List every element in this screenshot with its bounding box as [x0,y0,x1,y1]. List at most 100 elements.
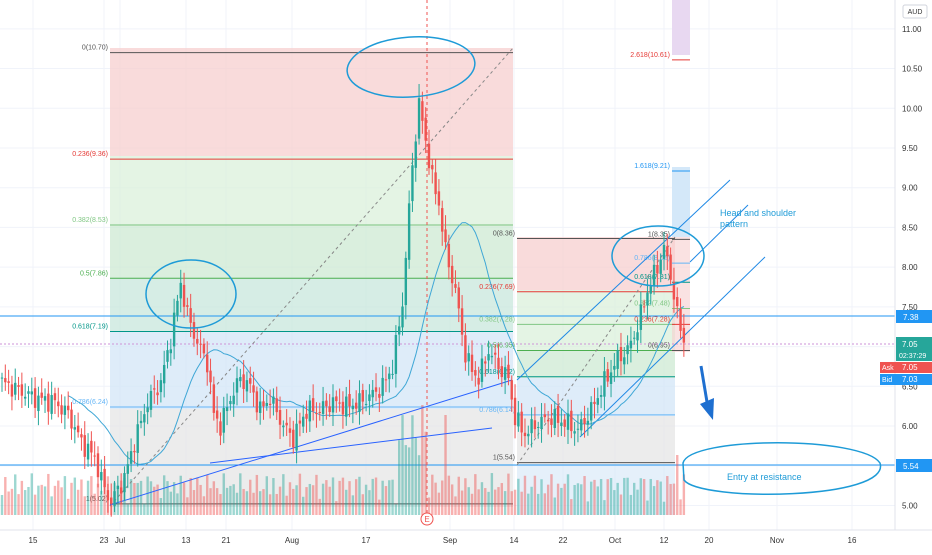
candle-body [268,403,272,406]
trend-lines [109,47,766,507]
fib2-zone-red [517,237,675,290]
candle-body [679,308,682,331]
volume-bar [14,474,17,515]
volume-bar [570,499,573,515]
candle-body [209,370,212,383]
y-tick-label: 6.50 [902,382,918,391]
volume-bar [543,493,547,515]
volume-bar [633,482,636,515]
volume-bar [553,497,556,515]
candle-body [341,401,345,415]
candle-body [676,297,679,307]
candle-body [444,229,447,243]
x-tick-label: Sep [443,536,458,545]
volume-bar [623,477,626,515]
volume-bar [242,488,245,515]
volume-bar [659,481,662,515]
volume-bar [126,504,129,515]
candle-body [477,377,480,385]
candle-body [219,421,222,436]
candle-body [116,485,120,490]
volume-bar [272,478,275,515]
volume-bar [503,491,507,515]
x-tick-label: 17 [362,536,371,545]
candle-body [391,373,394,375]
candle-body [609,372,613,384]
candle-body [434,172,437,195]
volume-bar [490,473,494,515]
candle-body [490,355,494,358]
fib2-level-label: 0.618(6.62) [479,369,515,376]
volume-bar [679,499,682,515]
volume-bar [225,487,229,515]
volume-bar [454,496,457,515]
candle-body [404,257,408,306]
price-axis[interactable]: AUD 11.0010.5010.009.509.008.508.007.507… [894,0,932,530]
volume-bar [37,485,40,515]
candle-body [484,361,487,364]
time-axis[interactable]: 15 23 Jul 13 21 Aug 17 Sep 14 22 Oct 12 20 Nov 16 [0,529,932,545]
volume-bar [40,484,43,515]
volume-bar [182,482,186,515]
candle-body [4,378,7,383]
volume-bar [530,486,533,515]
volume-bar [348,481,351,515]
volume-bar [345,489,348,515]
fib1-level-label: 1(5.02) [86,496,108,503]
volume-bar [288,482,292,515]
volume-bar [652,486,656,515]
fib-levels: 0(10.70) 0.236(9.36) 0.382(8.53) 0.5(7.86) 0… [72,45,690,505]
candle-body [232,395,235,405]
volume-bar [378,499,381,515]
entry-circle [682,442,881,495]
volume-bar [368,490,371,515]
volume-bar [255,474,259,515]
candle-body [629,340,633,349]
volume-bar [464,478,467,515]
volume-bar [589,481,593,515]
candle-body [556,405,560,423]
candle-body [110,497,113,504]
candle-body [537,426,540,428]
candle-body [27,391,30,394]
channel-mid [689,204,749,263]
x-tick-label: 14 [510,536,519,545]
volume-bar [371,478,374,515]
candle-body [470,354,474,372]
candle-body [328,406,331,413]
volume-bar [414,438,417,515]
fib1-level-label: 0.382(8.53) [72,217,108,224]
volume-bar [63,476,67,515]
fib2-zone-green [517,290,675,351]
tag-7-38: 7.38 [903,313,919,322]
candle-body [285,422,288,426]
volume-bar [421,405,424,515]
tag-5-54: 5.54 [903,462,919,471]
key-lines [0,0,895,515]
y-tick-label: 10.50 [902,65,923,74]
event-marker-label: E [424,515,429,524]
candle-body [533,420,537,430]
candle-body [672,281,676,300]
candle-body [666,246,669,257]
candle-body [146,407,149,413]
candle-body [335,396,338,402]
fib2-level-label: 0.786(6.14) [479,407,515,414]
volume-bar [629,494,633,515]
volume-bar [275,493,278,515]
volume-bar [556,483,560,515]
volume-bar [444,415,447,515]
volume-bar [222,473,225,515]
volume-bar [437,492,441,515]
candle-body [239,377,242,382]
volume-bar [209,488,212,515]
volume-bar [43,486,47,515]
y-tick-label: 11.00 [902,25,922,34]
volume-bar [67,498,70,515]
candle-body [182,284,186,307]
candle-body [656,264,659,274]
volume-bar [646,500,649,515]
volume-bar [460,490,464,515]
volume-bar [189,478,192,515]
